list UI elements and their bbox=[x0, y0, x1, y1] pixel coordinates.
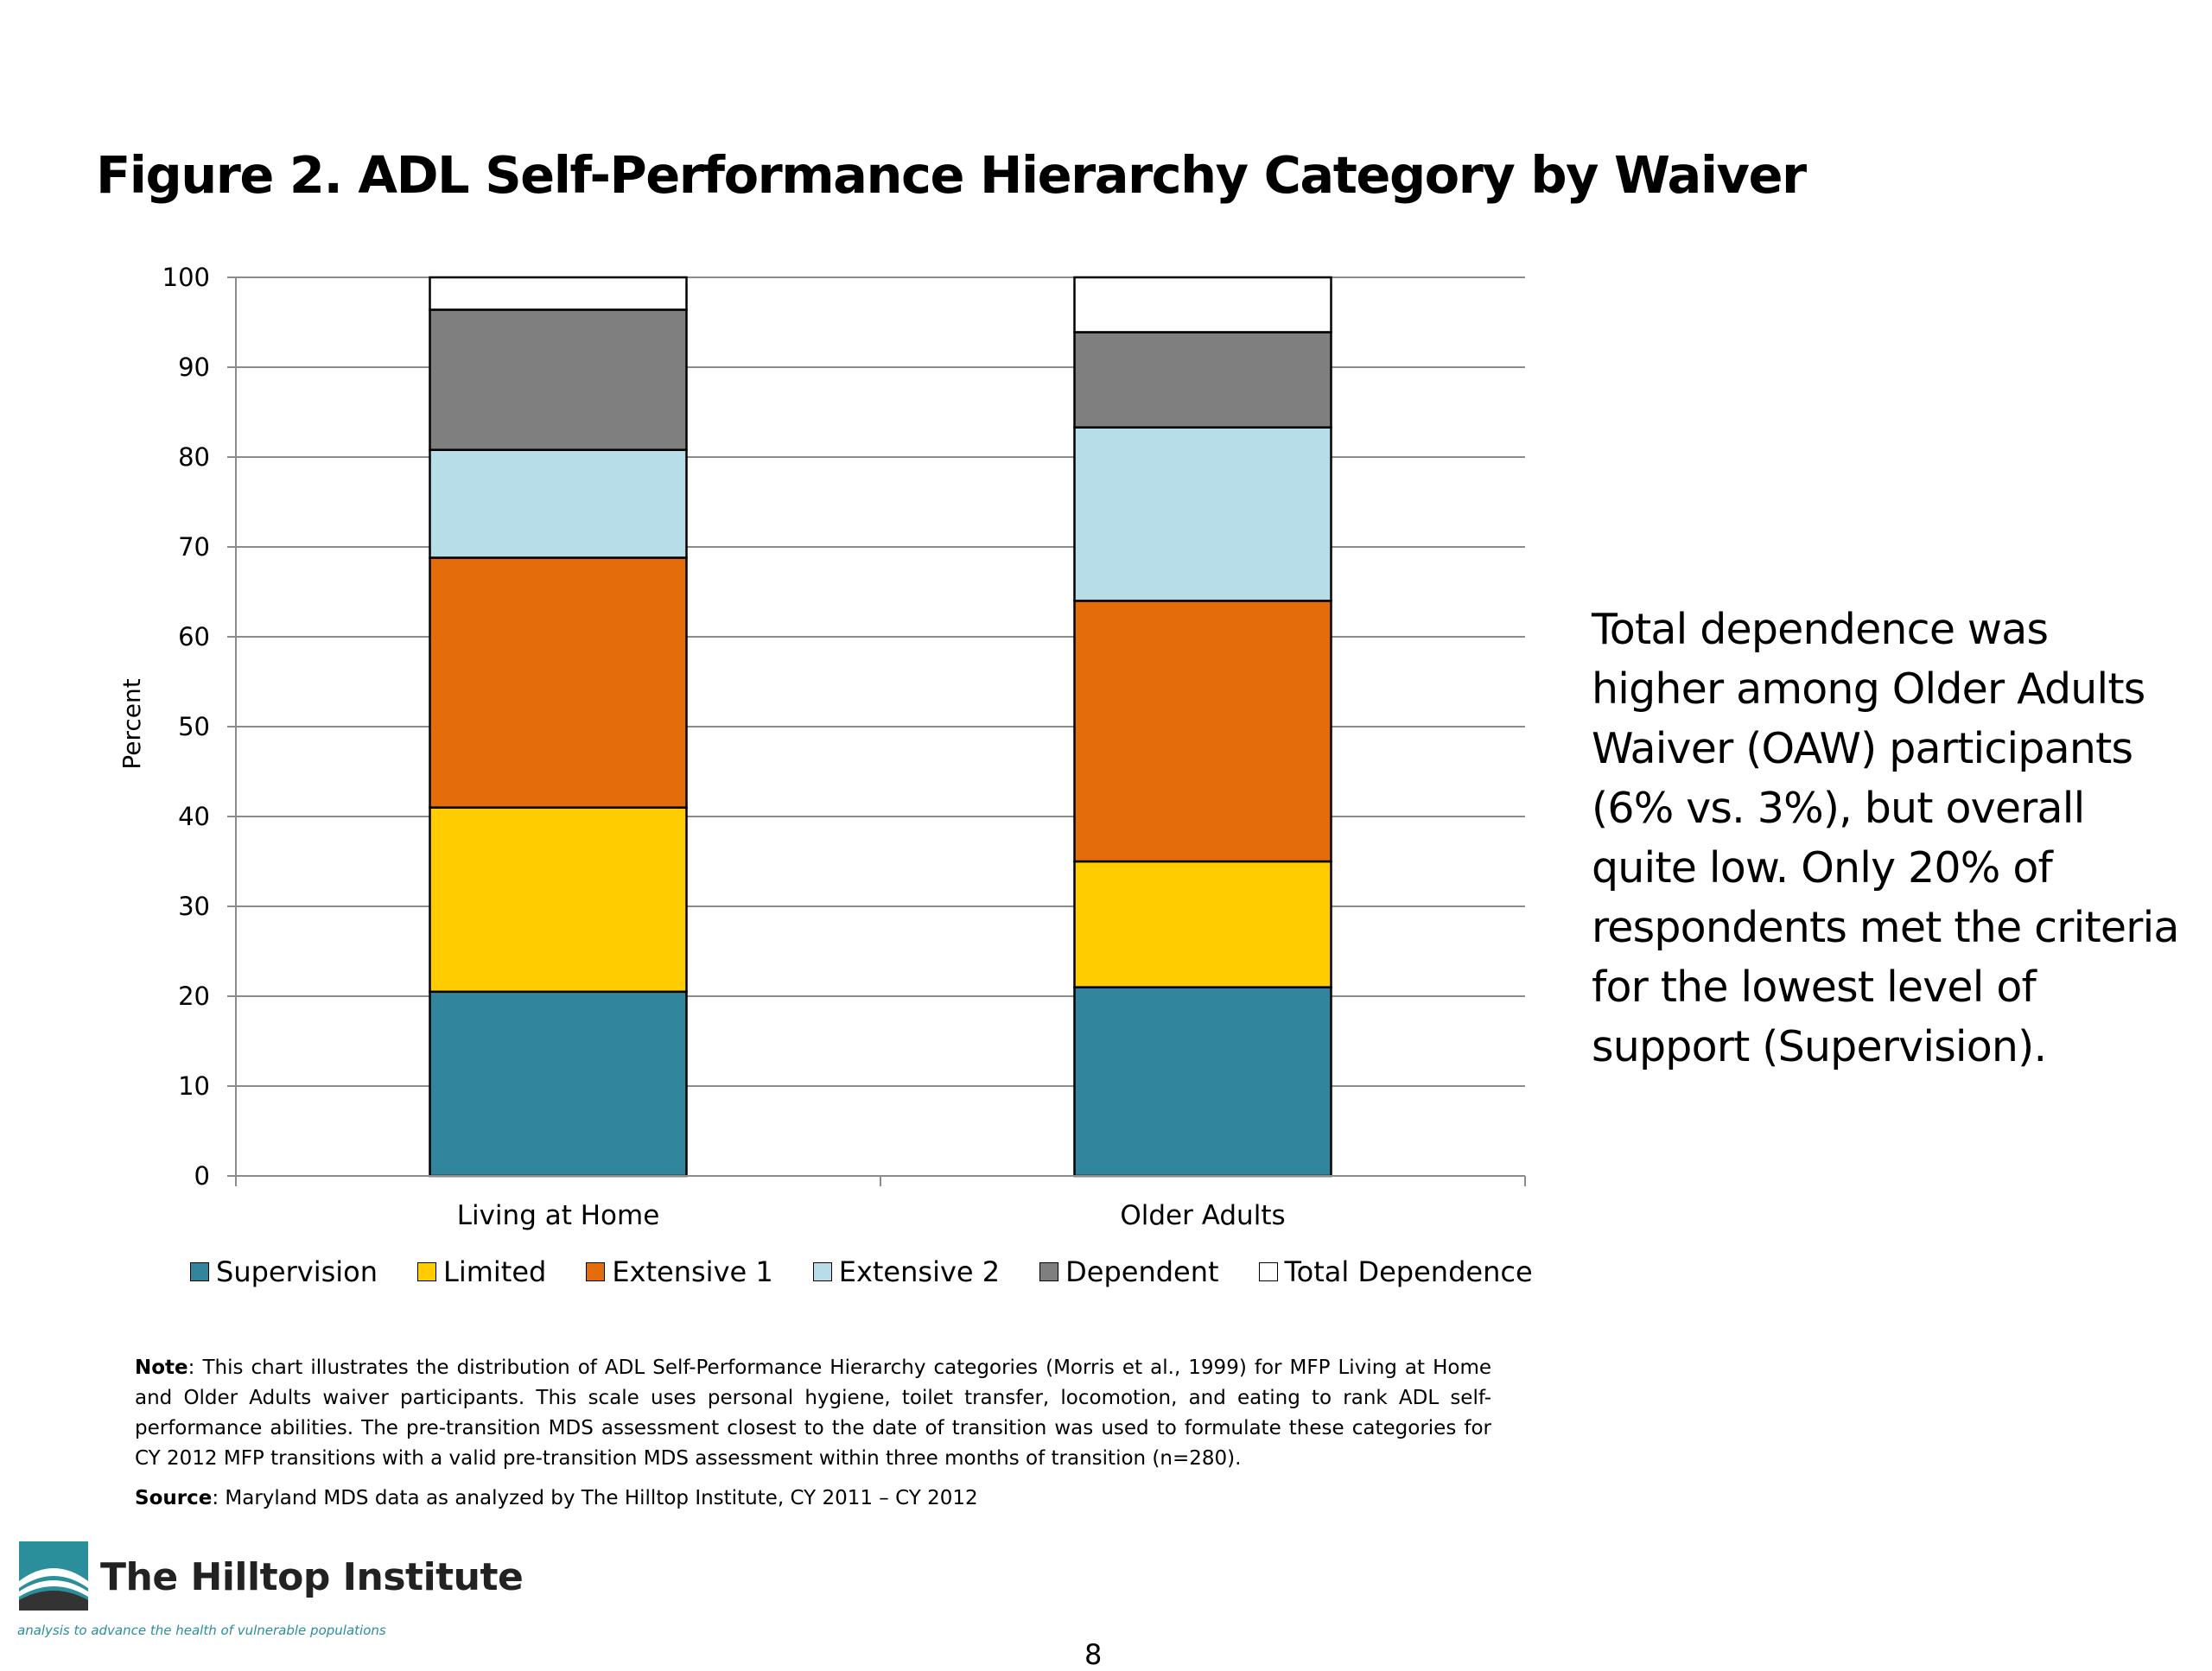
bars bbox=[429, 276, 1332, 1178]
x-category-label-1: Older Adults bbox=[1120, 1200, 1285, 1231]
bar-dependent-older-adults bbox=[1073, 331, 1332, 429]
logo-tagline: analysis to advance the health of vulner… bbox=[17, 1623, 386, 1638]
legend-label: Extensive 2 bbox=[838, 1255, 1001, 1288]
chart-source: Source: Maryland MDS data as analyzed by… bbox=[135, 1487, 978, 1509]
legend-item-extensive-2: Extensive 2 bbox=[812, 1255, 1001, 1288]
y-tick-label-10: 10 bbox=[178, 1071, 210, 1101]
y-tick-label-100: 100 bbox=[162, 263, 210, 292]
legend-label: Total Dependence bbox=[1284, 1255, 1533, 1288]
note-text: : This chart illustrates the distributio… bbox=[135, 1356, 1491, 1470]
y-tick-labels: 0 10 20 30 40 50 60 70 80 90 100 bbox=[162, 263, 210, 1191]
page-title: Figure 2. ADL Self-Performance Hierarchy… bbox=[96, 145, 1807, 205]
bar-extensive-2-living-at-home bbox=[429, 448, 688, 559]
legend-item-extensive-1: Extensive 1 bbox=[586, 1255, 773, 1288]
logo-name: The Hilltop Institute bbox=[100, 1555, 524, 1599]
legend-swatch bbox=[1258, 1262, 1278, 1281]
legend-label: Limited bbox=[443, 1255, 547, 1288]
legend-swatch bbox=[1039, 1262, 1059, 1281]
bar-total-dependence-older-adults bbox=[1073, 276, 1332, 334]
y-tick-label-0: 0 bbox=[194, 1161, 210, 1191]
legend-label: Extensive 1 bbox=[612, 1255, 773, 1288]
bar-dependent-living-at-home bbox=[429, 308, 688, 451]
bar-total-dependence-living-at-home bbox=[429, 276, 688, 311]
source-label: Source bbox=[135, 1487, 213, 1509]
y-tick-label-30: 30 bbox=[178, 892, 210, 921]
bar-extensive-1-living-at-home bbox=[429, 556, 688, 809]
legend-label: Supervision bbox=[216, 1255, 378, 1288]
legend-item-dependent: Dependent bbox=[1039, 1255, 1219, 1288]
page-number: 8 bbox=[1084, 1638, 1103, 1671]
bar-limited-living-at-home bbox=[429, 806, 688, 994]
x-category-labels: Living at Home Older Adults bbox=[457, 1200, 1286, 1231]
legend-swatch bbox=[812, 1262, 832, 1281]
source-text: : Maryland MDS data as analyzed by The H… bbox=[212, 1487, 978, 1509]
bar-extensive-1-older-adults bbox=[1073, 600, 1332, 863]
x-category-label-0: Living at Home bbox=[457, 1200, 660, 1231]
bar-extensive-2-older-adults bbox=[1073, 426, 1332, 602]
hilltop-logo-icon bbox=[19, 1541, 88, 1611]
y-axis-label: Percent bbox=[118, 678, 146, 769]
axes bbox=[235, 277, 1526, 1186]
hilltop-logo: The Hilltop Institute analysis to advanc… bbox=[17, 1540, 524, 1643]
legend-swatch bbox=[417, 1262, 436, 1281]
legend-swatch bbox=[190, 1262, 209, 1281]
y-tick-label-70: 70 bbox=[178, 532, 210, 562]
chart-legend: Supervision Limited Extensive 1 Extensive 2… bbox=[190, 1255, 1533, 1288]
y-tick-label-40: 40 bbox=[178, 802, 210, 831]
y-tick-label-80: 80 bbox=[178, 442, 210, 472]
legend-label: Dependent bbox=[1065, 1255, 1219, 1288]
y-tick-label-50: 50 bbox=[178, 712, 210, 741]
stacked-bar-chart: 0 10 20 30 40 50 60 70 80 90 100 Living at Home Old… bbox=[118, 263, 1526, 1231]
callout-text: Total dependence was higher among Older … bbox=[1592, 605, 2179, 1071]
bar-supervision-living-at-home bbox=[429, 990, 688, 1178]
legend-item-limited: Limited bbox=[417, 1255, 546, 1288]
bar-limited-older-adults bbox=[1073, 860, 1332, 988]
legend-item-supervision: Supervision bbox=[190, 1255, 378, 1288]
note-label: Note bbox=[135, 1356, 188, 1379]
chart-note: Note: This chart illustrates the distrib… bbox=[135, 1353, 1491, 1474]
y-tick-label-20: 20 bbox=[178, 982, 210, 1011]
bar-supervision-older-adults bbox=[1073, 986, 1332, 1178]
legend-item-total-dependence: Total Dependence bbox=[1258, 1255, 1533, 1288]
legend-swatch bbox=[586, 1262, 606, 1281]
y-tick-label-60: 60 bbox=[178, 622, 210, 651]
y-tick-label-90: 90 bbox=[178, 353, 210, 382]
